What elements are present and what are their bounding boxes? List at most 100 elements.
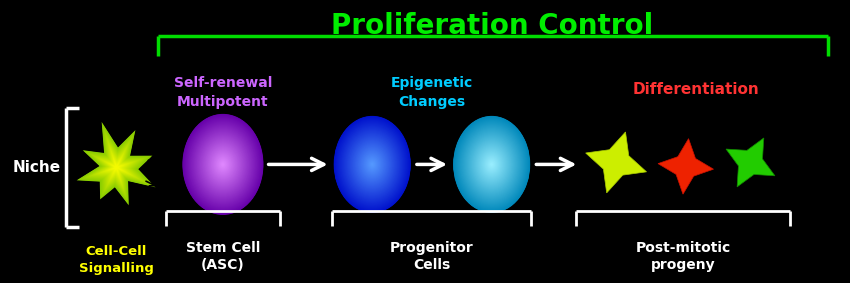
Ellipse shape <box>482 152 501 177</box>
Polygon shape <box>87 133 145 196</box>
Ellipse shape <box>190 123 257 206</box>
Ellipse shape <box>190 124 255 205</box>
Ellipse shape <box>364 154 380 175</box>
Ellipse shape <box>202 138 244 191</box>
Ellipse shape <box>220 161 225 168</box>
Ellipse shape <box>342 126 403 203</box>
Ellipse shape <box>199 134 246 194</box>
Ellipse shape <box>484 155 499 173</box>
Ellipse shape <box>341 125 403 204</box>
Ellipse shape <box>216 156 230 173</box>
Ellipse shape <box>350 137 394 192</box>
Ellipse shape <box>360 149 384 180</box>
Ellipse shape <box>465 131 518 198</box>
Ellipse shape <box>490 162 494 167</box>
Ellipse shape <box>220 161 226 168</box>
Ellipse shape <box>474 142 509 187</box>
Ellipse shape <box>456 119 527 209</box>
Ellipse shape <box>357 145 388 184</box>
Ellipse shape <box>462 127 522 202</box>
Ellipse shape <box>454 117 530 212</box>
Ellipse shape <box>489 161 495 168</box>
Ellipse shape <box>217 157 229 172</box>
Ellipse shape <box>479 149 504 180</box>
Ellipse shape <box>362 151 382 177</box>
Ellipse shape <box>192 126 254 203</box>
Ellipse shape <box>463 129 520 200</box>
Ellipse shape <box>350 136 394 192</box>
Ellipse shape <box>207 144 240 185</box>
Ellipse shape <box>209 147 236 181</box>
Ellipse shape <box>479 149 503 179</box>
Ellipse shape <box>349 136 395 193</box>
Ellipse shape <box>222 163 224 165</box>
Ellipse shape <box>353 140 392 189</box>
Ellipse shape <box>456 119 528 210</box>
Ellipse shape <box>476 144 507 185</box>
Ellipse shape <box>340 124 405 205</box>
Ellipse shape <box>205 142 241 187</box>
Ellipse shape <box>221 162 224 166</box>
Ellipse shape <box>211 149 235 180</box>
Ellipse shape <box>190 123 256 206</box>
Ellipse shape <box>346 131 399 198</box>
Ellipse shape <box>460 125 524 204</box>
Ellipse shape <box>200 136 246 193</box>
Ellipse shape <box>346 132 398 197</box>
Ellipse shape <box>369 160 376 169</box>
Ellipse shape <box>474 143 509 186</box>
Ellipse shape <box>462 127 521 202</box>
Ellipse shape <box>487 159 496 170</box>
Ellipse shape <box>336 118 409 211</box>
Ellipse shape <box>481 151 502 178</box>
Ellipse shape <box>367 158 377 171</box>
Ellipse shape <box>348 133 397 196</box>
Ellipse shape <box>485 156 498 172</box>
Ellipse shape <box>220 160 226 168</box>
Ellipse shape <box>491 164 492 165</box>
Ellipse shape <box>349 135 395 194</box>
Ellipse shape <box>484 156 498 173</box>
Ellipse shape <box>195 129 251 200</box>
Ellipse shape <box>354 142 389 186</box>
Ellipse shape <box>474 142 509 186</box>
Ellipse shape <box>187 120 258 209</box>
Ellipse shape <box>188 121 258 208</box>
Ellipse shape <box>184 115 262 213</box>
Ellipse shape <box>345 130 400 199</box>
Ellipse shape <box>368 159 377 170</box>
Ellipse shape <box>194 128 252 201</box>
Ellipse shape <box>369 160 376 169</box>
Ellipse shape <box>357 145 388 184</box>
Polygon shape <box>101 150 131 182</box>
Ellipse shape <box>358 147 387 182</box>
Ellipse shape <box>355 143 388 185</box>
Ellipse shape <box>341 124 404 205</box>
Ellipse shape <box>484 154 500 175</box>
Ellipse shape <box>209 147 237 182</box>
Ellipse shape <box>481 151 502 178</box>
Ellipse shape <box>190 123 256 205</box>
Ellipse shape <box>482 152 501 177</box>
Ellipse shape <box>353 140 392 189</box>
Polygon shape <box>658 139 713 194</box>
Ellipse shape <box>196 131 250 198</box>
Ellipse shape <box>360 149 384 180</box>
Ellipse shape <box>471 138 513 191</box>
Ellipse shape <box>347 132 398 197</box>
Ellipse shape <box>479 147 505 181</box>
Ellipse shape <box>473 140 511 188</box>
Ellipse shape <box>483 153 501 175</box>
Ellipse shape <box>337 120 407 209</box>
Ellipse shape <box>476 145 507 184</box>
Ellipse shape <box>338 122 406 207</box>
Ellipse shape <box>473 142 510 187</box>
Ellipse shape <box>479 149 504 180</box>
Ellipse shape <box>457 120 526 208</box>
Ellipse shape <box>184 115 262 214</box>
Ellipse shape <box>200 135 246 194</box>
Ellipse shape <box>356 144 388 185</box>
Ellipse shape <box>208 146 238 183</box>
Ellipse shape <box>359 148 385 181</box>
Ellipse shape <box>490 162 494 167</box>
